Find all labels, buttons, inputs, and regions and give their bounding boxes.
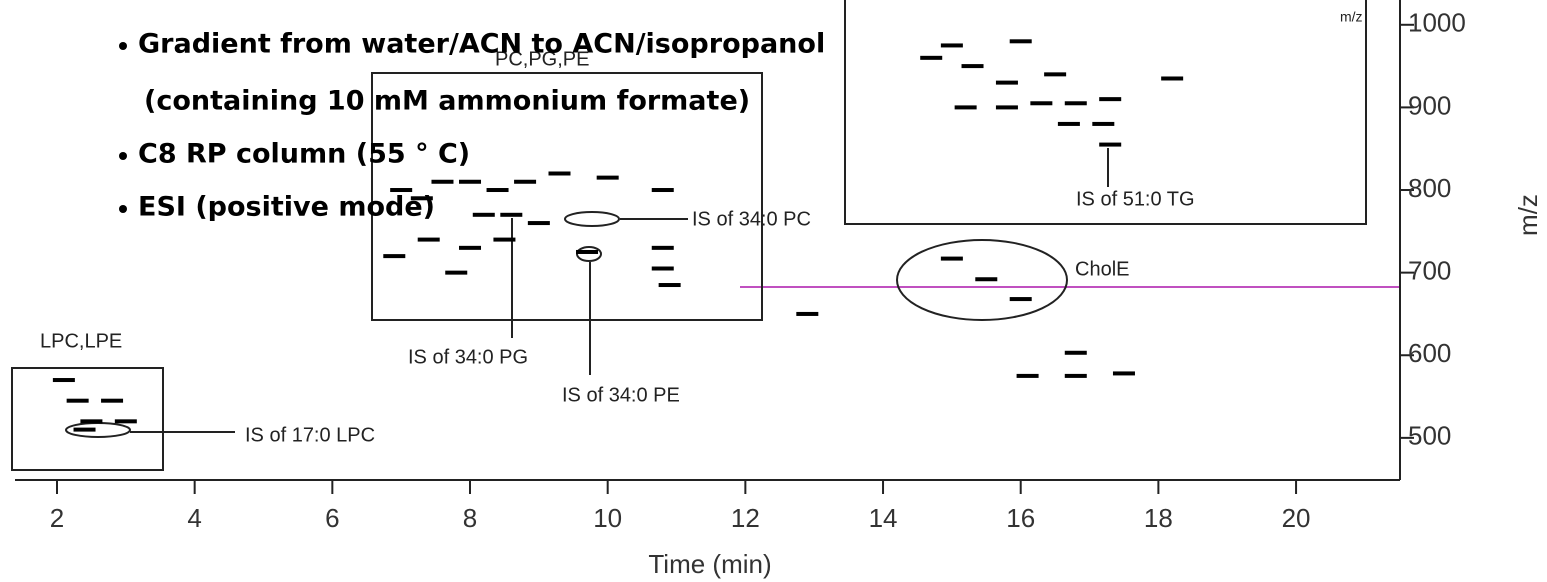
spot	[954, 105, 977, 110]
spot	[576, 249, 599, 254]
x-tick-label: 8	[463, 503, 477, 533]
spot	[1099, 142, 1122, 147]
is-ellipse	[576, 246, 602, 262]
annotation: CholE	[1075, 258, 1129, 280]
spot	[514, 179, 537, 184]
spot	[1161, 76, 1184, 81]
x-tick-label: 14	[869, 503, 898, 533]
spot	[596, 175, 619, 180]
spot	[486, 188, 509, 193]
spot	[796, 311, 819, 316]
spot	[52, 378, 75, 383]
spot	[500, 212, 523, 217]
spot	[658, 283, 681, 288]
pc-box	[371, 72, 763, 321]
spot	[1009, 297, 1032, 302]
y-tick-label: 500	[1408, 421, 1451, 451]
x-tick-label: 10	[593, 503, 622, 533]
spot	[940, 43, 963, 48]
x-tick-label: 2	[50, 503, 64, 533]
annotation: LPC,LPE	[40, 330, 122, 352]
spot	[1044, 72, 1067, 77]
spot	[383, 254, 406, 259]
x-axis-title: Time (min)	[648, 549, 771, 579]
spot	[527, 221, 550, 226]
bullet	[119, 42, 127, 50]
note: (containing 10 mM ammonium formate)	[144, 86, 750, 117]
spot	[1112, 371, 1135, 376]
spot	[1064, 373, 1087, 378]
annotation: IS of 34:0 PE	[562, 384, 680, 406]
spot	[101, 398, 124, 403]
note: Gradient from water/ACN to ACN/isopropan…	[138, 29, 825, 60]
leader-lines	[130, 148, 1109, 433]
x-tick-label: 18	[1144, 503, 1173, 533]
y-tick-label: 1000	[1408, 8, 1466, 38]
spot	[1030, 101, 1053, 106]
bullet	[119, 152, 127, 160]
spot	[1057, 121, 1080, 126]
annotation: m/z	[1340, 9, 1363, 25]
spot	[1064, 101, 1087, 106]
chole-ellipse	[896, 239, 1068, 321]
y-axis-title: m/z	[1513, 194, 1543, 236]
bullet	[119, 205, 127, 213]
spot	[431, 179, 454, 184]
lpc-box	[11, 367, 164, 471]
spot	[493, 237, 516, 242]
y-tick-label: 800	[1408, 173, 1451, 203]
x-tick-label: 20	[1282, 503, 1311, 533]
note: ESI (positive mode)	[138, 192, 435, 223]
spot	[459, 179, 482, 184]
spot	[651, 266, 674, 271]
spot	[445, 270, 468, 275]
spot	[390, 188, 413, 193]
x-tick-label: 6	[325, 503, 339, 533]
spot	[80, 419, 103, 424]
annotation: IS of 34:0 PC	[692, 208, 811, 230]
spot	[548, 171, 571, 176]
spot	[1064, 350, 1087, 355]
y-tick-label: 600	[1408, 338, 1451, 368]
annotation: IS of 51:0 TG	[1076, 188, 1195, 210]
x-tick-label: 4	[187, 503, 201, 533]
note: C8 RP column (55 ° C)	[138, 139, 470, 170]
x-tick-label: 12	[731, 503, 760, 533]
y-tick-label: 900	[1408, 90, 1451, 120]
x-tick-label: 16	[1006, 503, 1035, 533]
annotation: IS of 17:0 LPC	[245, 424, 375, 446]
spot	[1092, 121, 1115, 126]
spot	[472, 212, 495, 217]
spot	[651, 188, 674, 193]
spot	[995, 80, 1018, 85]
is-ellipse	[564, 211, 620, 227]
spot	[73, 427, 96, 432]
spot	[1016, 373, 1039, 378]
spot	[114, 419, 137, 424]
spot	[1009, 39, 1032, 44]
spot	[417, 237, 440, 242]
spot	[459, 245, 482, 250]
tg-box	[844, 0, 1367, 225]
annotation: PC,PG,PE	[495, 48, 589, 70]
spot	[995, 105, 1018, 110]
annotation: IS of 34:0 PG	[408, 346, 528, 368]
spot	[1099, 97, 1122, 102]
spot	[651, 245, 674, 250]
spot	[961, 64, 984, 69]
spot	[920, 55, 943, 60]
spot	[975, 277, 998, 282]
spot	[66, 398, 89, 403]
spot	[940, 256, 963, 261]
spot	[410, 196, 433, 201]
y-tick-label: 700	[1408, 256, 1451, 286]
